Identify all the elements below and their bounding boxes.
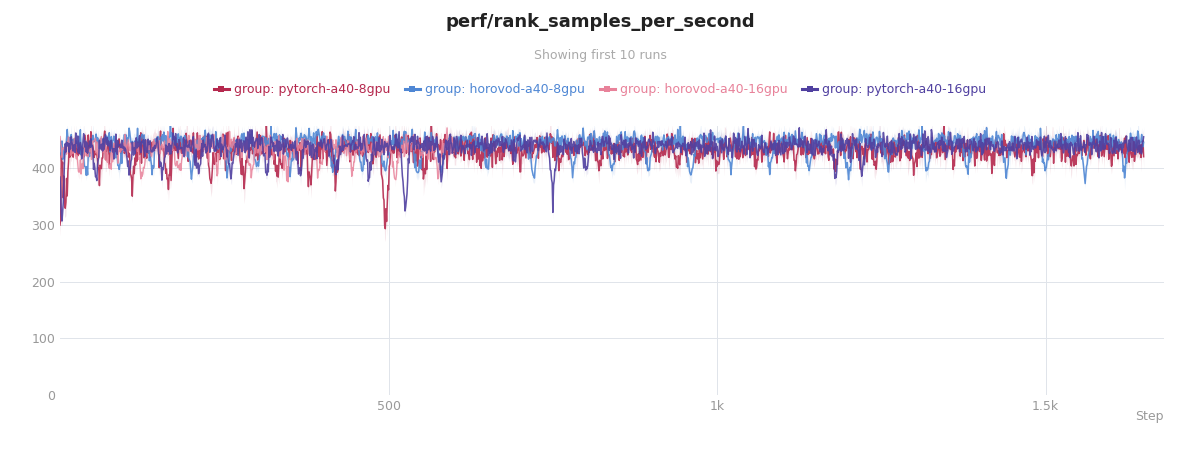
Text: Showing first 10 runs: Showing first 10 runs	[534, 49, 666, 62]
Text: perf/rank_samples_per_second: perf/rank_samples_per_second	[445, 13, 755, 31]
Text: Step: Step	[1135, 410, 1164, 423]
Legend: group: pytorch-a40-8gpu, group: horovod-a40-8gpu, group: horovod-a40-16gpu, grou: group: pytorch-a40-8gpu, group: horovod-…	[209, 78, 991, 101]
